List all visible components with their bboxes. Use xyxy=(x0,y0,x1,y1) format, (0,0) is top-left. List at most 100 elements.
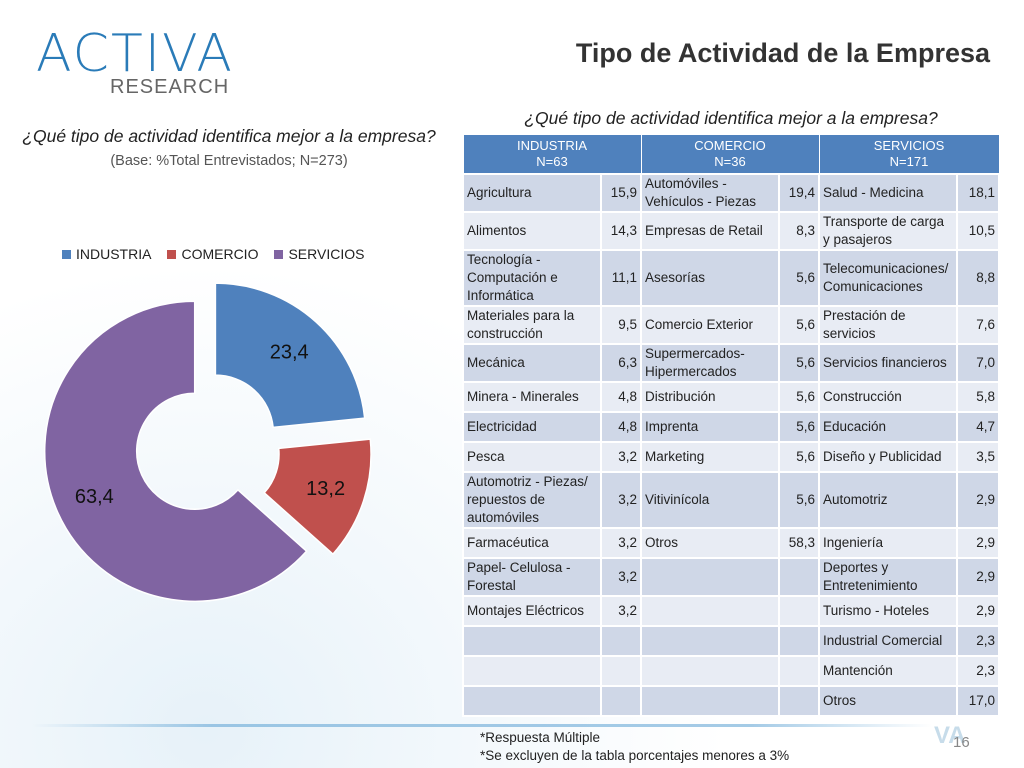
header-servicios: SERVICIOS N=171 xyxy=(818,134,1000,175)
table-row: Minera - Minerales 4,8 Distribución 5,6 Cons… xyxy=(462,381,1000,413)
table-cell-value: 5,6 xyxy=(778,441,820,473)
table-row: Mecánica 6,3 Supermercados-Hipermercados 5,… xyxy=(462,343,1000,383)
table-cell-label: Alimentos xyxy=(462,211,602,251)
table-cell-value xyxy=(600,655,642,687)
table-cell-value: 19,4 xyxy=(778,173,820,213)
table-cell-value: 7,0 xyxy=(956,343,1000,383)
header-industria-n: N=63 xyxy=(536,154,568,169)
table-row: Montajes Eléctricos 3,2 Turismo - Hoteles 2… xyxy=(462,595,1000,627)
table-cell-value: 4,7 xyxy=(956,411,1000,443)
chart-legend: INDUSTRIA COMERCIO SERVICIOS xyxy=(62,246,364,262)
table-cell-value xyxy=(778,685,820,717)
table-row: Alimentos 14,3 Empresas de Retail 8,3 Transp… xyxy=(462,211,1000,251)
legend-item-comercio: COMERCIO xyxy=(167,246,258,262)
slice-industria xyxy=(214,282,366,429)
table-cell-label: Materiales para la construcción xyxy=(462,305,602,345)
table-cell-label: Construcción xyxy=(818,381,958,413)
table-cell-label: Marketing xyxy=(640,441,780,473)
slice-comercio xyxy=(263,438,372,556)
header-industria: INDUSTRIA N=63 xyxy=(462,134,642,175)
header-servicios-name: SERVICIOS xyxy=(873,138,945,153)
table-cell-value: 5,6 xyxy=(778,411,820,443)
table-cell-value xyxy=(778,655,820,687)
table-cell-label: Imprenta xyxy=(640,411,780,443)
table-cell-label: Comercio Exterior xyxy=(640,305,780,345)
footer-logo-mark: VA xyxy=(934,722,966,749)
table-cell-label: Turismo - Hoteles xyxy=(818,595,958,627)
footnote-multiple: *Respuesta Múltiple xyxy=(480,730,601,745)
activity-table: INDUSTRIA N=63 COMERCIO N=36 SERVICIOS N… xyxy=(462,134,1000,717)
table-question: ¿Qué tipo de actividad identifica mejor … xyxy=(524,108,938,128)
table-cell-label: Diseño y Publicidad xyxy=(818,441,958,473)
data-label-comercio: 13,2 xyxy=(306,478,345,500)
table-cell-value: 14,3 xyxy=(600,211,642,251)
table-row: Agricultura 15,9 Automóviles - Vehículos -… xyxy=(462,173,1000,213)
table-cell-value: 2,9 xyxy=(956,471,1000,529)
table-cell-label: Transporte de carga y pasajeros xyxy=(818,211,958,251)
table-cell-value: 3,2 xyxy=(600,595,642,627)
table-cell-label: Salud - Medicina xyxy=(818,173,958,213)
table-cell-value: 58,3 xyxy=(778,527,820,559)
slide-title: Tipo de Actividad de la Empresa xyxy=(575,38,990,68)
table-cell-label: Servicios financieros xyxy=(818,343,958,383)
table-cell-label: Otros xyxy=(640,527,780,559)
table-cell-value: 10,5 xyxy=(956,211,1000,251)
table-cell-value: 5,6 xyxy=(778,471,820,529)
logo-subtitle: RESEARCH xyxy=(110,76,230,98)
table-cell-label: Vitivinícola xyxy=(640,471,780,529)
table-cell-label: Agricultura xyxy=(462,173,602,213)
header-comercio-name: COMERCIO xyxy=(694,138,766,153)
divider-line xyxy=(32,724,932,727)
footnotes: *Respuesta Múltiple *Se excluyen de la t… xyxy=(480,729,789,765)
table-cell-label: Mecánica xyxy=(462,343,602,383)
table-cell-value: 2,9 xyxy=(956,557,1000,597)
table-row: Industrial Comercial 2,3 xyxy=(462,625,1000,657)
table-cell-value: 3,2 xyxy=(600,441,642,473)
table-cell-value: 5,6 xyxy=(778,249,820,307)
table-cell-label: Papel- Celulosa - Forestal xyxy=(462,557,602,597)
table-cell-value xyxy=(600,625,642,657)
table-cell-label xyxy=(640,625,780,657)
table-row: Mantención 2,3 xyxy=(462,655,1000,687)
table-cell-value: 2,3 xyxy=(956,625,1000,657)
table-row: Electricidad 4,8 Imprenta 5,6 Educación 4,7 xyxy=(462,411,1000,443)
table-cell-value: 18,1 xyxy=(956,173,1000,213)
table-cell-label: Electricidad xyxy=(462,411,602,443)
table-cell-label: Empresas de Retail xyxy=(640,211,780,251)
table-row: Materiales para la construcción 9,5 Comerc… xyxy=(462,305,1000,345)
table-cell-label: Prestación de servicios xyxy=(818,305,958,345)
table-cell-value: 3,5 xyxy=(956,441,1000,473)
table-cell-label: Farmacéutica xyxy=(462,527,602,559)
table-cell-label xyxy=(640,557,780,597)
table-cell-value: 3,2 xyxy=(600,557,642,597)
table-cell-label: Montajes Eléctricos xyxy=(462,595,602,627)
table-cell-value: 17,0 xyxy=(956,685,1000,717)
table-row: Automotriz - Piezas/ repuestos de automó… xyxy=(462,471,1000,529)
table-cell-value: 11,1 xyxy=(600,249,642,307)
table-cell-label: Distribución xyxy=(640,381,780,413)
legend-swatch-servicios xyxy=(274,249,284,259)
table-cell-label: Tecnología - Computación e Informática xyxy=(462,249,602,307)
table-row: Otros 17,0 xyxy=(462,685,1000,717)
table-cell-value xyxy=(778,625,820,657)
table-header-row: INDUSTRIA N=63 COMERCIO N=36 SERVICIOS N… xyxy=(462,134,1000,175)
table-cell-value: 2,9 xyxy=(956,595,1000,627)
table-cell-value: 8,3 xyxy=(778,211,820,251)
table-cell-label: Automotriz xyxy=(818,471,958,529)
table-cell-label: Industrial Comercial xyxy=(818,625,958,657)
header-comercio: COMERCIO N=36 xyxy=(640,134,820,175)
table-cell-value: 6,3 xyxy=(600,343,642,383)
table-cell-label: Ingeniería xyxy=(818,527,958,559)
legend-label-industria: INDUSTRIA xyxy=(76,246,152,262)
table-cell-value: 4,8 xyxy=(600,381,642,413)
table-cell-value: 7,6 xyxy=(956,305,1000,345)
table-cell-label: Supermercados-Hipermercados xyxy=(640,343,780,383)
table-cell-value: 5,6 xyxy=(778,305,820,345)
legend-label-comercio: COMERCIO xyxy=(181,246,259,262)
table-cell-label: Automóviles - Vehículos - Piezas xyxy=(640,173,780,213)
table-cell-label xyxy=(640,685,780,717)
table-cell-value xyxy=(778,595,820,627)
chart-base-note: (Base: %Total Entrevistados; N=273) xyxy=(110,153,348,169)
header-comercio-n: N=36 xyxy=(714,154,746,169)
table-cell-value xyxy=(778,557,820,597)
